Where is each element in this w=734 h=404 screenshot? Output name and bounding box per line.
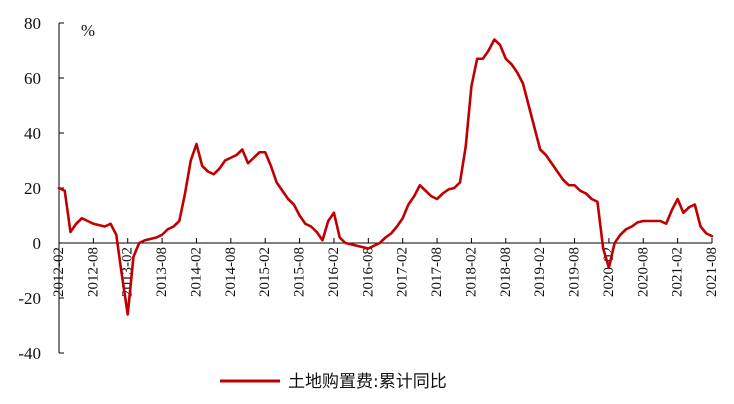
x-tick-label: 2020-08 [635, 247, 651, 297]
x-tick-label: 2019-08 [567, 247, 583, 297]
y-tick-label: 60 [24, 69, 41, 88]
x-tick-label: 2012-08 [85, 247, 101, 297]
x-tick-label: 2015-02 [257, 247, 273, 297]
x-tick-label: 2012-02 [51, 247, 67, 297]
series-line [57, 38, 714, 316]
axes [58, 23, 712, 353]
x-tick-label: 2021-08 [704, 247, 720, 297]
legend: 土地购置费:累计同比 [220, 372, 447, 392]
y-tick-label: 0 [33, 234, 42, 253]
y-tick-label: 80 [24, 14, 41, 33]
y-tick-label: 20 [24, 179, 41, 198]
x-tick-label: 2014-08 [223, 247, 239, 297]
series [57, 38, 714, 316]
x-tick-label: 2016-02 [326, 247, 342, 297]
x-tick-label: 2017-02 [395, 247, 411, 297]
y-tick-label: -20 [18, 289, 41, 308]
x-tick-label: 2013-08 [154, 247, 170, 297]
x-tick-label: 2015-08 [292, 247, 308, 297]
legend-label: 土地购置费:累计同比 [288, 372, 447, 392]
x-tick-label: 2016-08 [360, 247, 376, 297]
x-tick-label: 2018-08 [498, 247, 514, 297]
y-unit-label: % [81, 21, 95, 40]
x-tick-label: 2014-02 [188, 247, 204, 297]
x-tick-label: 2017-08 [429, 247, 445, 297]
x-tick-label: 2019-02 [532, 247, 548, 297]
x-axis-ticks: 2012-02 2012-08 2013-02 2013-08 2014-02 2014-… [51, 238, 720, 297]
y-axis-ticks: -40 -20 0 20 40 60 80 [18, 14, 64, 363]
y-tick-label: 40 [24, 124, 41, 143]
y-tick-label: -40 [18, 344, 41, 363]
x-tick-label: 2018-02 [463, 247, 479, 297]
x-tick-label: 2020-02 [601, 247, 617, 297]
x-tick-label: 2021-02 [670, 247, 686, 297]
